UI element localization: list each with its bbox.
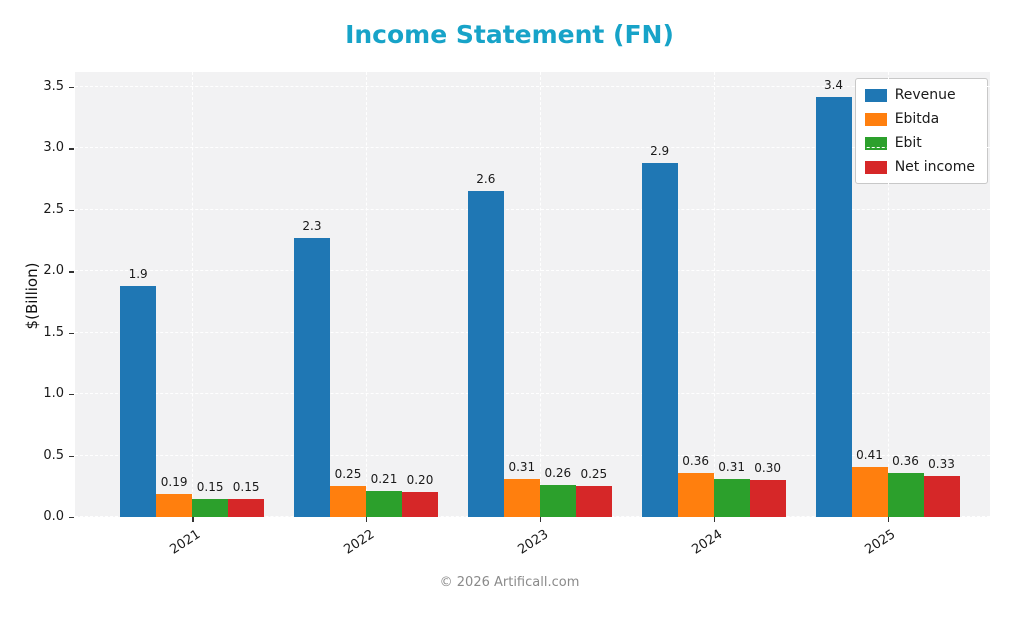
legend: Revenue Ebitda Ebit Net income — [854, 78, 988, 184]
y-tick-mark — [69, 332, 74, 334]
bar-revenue-2022 — [293, 237, 330, 517]
bar-value-label: 0.30 — [754, 461, 782, 476]
v-gridline — [539, 72, 541, 517]
x-tick-mark — [887, 517, 889, 522]
bar-value-label: 0.25 — [580, 467, 608, 482]
bar-ebitda-2024 — [677, 472, 714, 517]
y-tick-label: 3.0 — [43, 140, 64, 156]
bar-ebit-2023 — [539, 485, 576, 517]
y-tick-mark — [69, 271, 74, 273]
bar-ebit-2024 — [713, 478, 750, 517]
h-gridline — [75, 270, 990, 272]
bar-value-label: 0.15 — [232, 479, 260, 494]
legend-item-revenue: Revenue — [864, 87, 975, 103]
x-tick-mark — [365, 517, 368, 522]
bar-value-label: 0.19 — [160, 474, 188, 489]
h-gridline — [75, 85, 990, 87]
legend-label: Ebit — [894, 135, 922, 151]
bar-net-income-2021 — [228, 498, 265, 517]
x-tick-mark — [539, 517, 542, 522]
bar-value-label: 0.31 — [718, 459, 746, 474]
bar-value-label: 0.41 — [856, 447, 883, 462]
y-tick-label: 2.5 — [43, 201, 64, 217]
legend-swatch-ebit — [864, 136, 887, 150]
bar-net-income-2025 — [923, 476, 960, 517]
bar-net-income-2023 — [575, 486, 612, 517]
bar-value-label: 0.20 — [406, 473, 434, 488]
bar-value-label: 0.25 — [334, 467, 362, 482]
bar-ebitda-2022 — [329, 486, 366, 517]
bar-net-income-2024 — [749, 480, 786, 517]
y-tick-mark — [69, 394, 74, 396]
bar-revenue-2021 — [120, 285, 157, 517]
legend-label: Net income — [894, 159, 975, 175]
legend-label: Revenue — [894, 87, 956, 103]
bar-revenue-2024 — [641, 162, 678, 517]
bar-value-label: 0.21 — [370, 472, 398, 487]
bar-value-label: 0.36 — [682, 453, 710, 468]
y-tick-label: 1.5 — [43, 324, 64, 340]
bar-value-label: 2.6 — [476, 172, 496, 187]
y-tick-label: 1.0 — [43, 386, 64, 402]
bar-ebitda-2021 — [156, 493, 193, 517]
v-gridline — [713, 72, 715, 517]
x-tick-label-2025: 2025 — [862, 527, 899, 558]
bar-ebit-2025 — [887, 472, 924, 517]
y-tick-mark — [69, 455, 74, 457]
y-tick-mark — [69, 209, 74, 212]
x-tick-mark — [192, 517, 194, 522]
x-tick-label-2024: 2024 — [688, 527, 725, 558]
h-gridline — [75, 393, 990, 395]
y-tick-mark — [69, 148, 74, 150]
legend-item-ebitda: Ebitda — [864, 111, 975, 127]
bar-value-label: 0.15 — [196, 479, 224, 494]
legend-item-ebit: Ebit — [864, 135, 975, 151]
y-tick-label: 2.0 — [43, 263, 64, 279]
legend-swatch-revenue — [864, 88, 887, 102]
h-gridline — [75, 454, 990, 456]
x-tick-label-2022: 2022 — [341, 527, 378, 558]
bar-value-label: 0.26 — [544, 466, 572, 481]
bar-ebitda-2025 — [851, 466, 888, 517]
h-gridline — [75, 331, 990, 333]
bar-revenue-2023 — [467, 191, 504, 517]
y-tick-label: 0.0 — [43, 509, 64, 524]
legend-item-net-income: Net income — [864, 159, 975, 175]
v-gridline — [365, 72, 367, 517]
bar-ebitda-2023 — [503, 478, 540, 517]
legend-swatch-net-income — [864, 160, 887, 174]
h-gridline — [75, 147, 990, 149]
x-tick-mark — [713, 517, 716, 522]
bar-revenue-2025 — [815, 96, 852, 517]
bar-value-label: 2.9 — [650, 143, 670, 158]
v-gridline — [887, 72, 889, 517]
bar-value-label: 3.4 — [823, 77, 844, 92]
bar-ebit-2021 — [192, 498, 229, 517]
y-tick-mark — [69, 86, 74, 89]
bar-value-label: 0.33 — [928, 457, 955, 472]
y-tick-label: 0.5 — [43, 447, 64, 463]
bar-ebit-2022 — [365, 491, 402, 517]
plot-area: Revenue Ebitda Ebit Net income 1.9 0.19 0.15 0… — [75, 72, 990, 517]
bar-value-label: 0.31 — [508, 459, 536, 474]
legend-swatch-ebitda — [864, 112, 887, 126]
h-gridline — [75, 208, 990, 210]
y-tick-label: 3.5 — [43, 78, 64, 94]
v-gridline — [192, 72, 194, 517]
y-tick-mark — [69, 517, 74, 519]
x-tick-label-2023: 2023 — [515, 527, 551, 558]
bar-value-label: 2.3 — [302, 218, 322, 233]
bar-value-label: 1.9 — [128, 266, 148, 281]
bar-net-income-2022 — [401, 492, 438, 517]
footer-text: © 2026 Artificall.com — [439, 575, 580, 590]
bar-value-label: 0.36 — [892, 453, 919, 468]
chart-title: Income Statement (FN) — [345, 20, 674, 49]
legend-label: Ebitda — [894, 111, 940, 127]
x-tick-label-2021: 2021 — [167, 527, 204, 558]
